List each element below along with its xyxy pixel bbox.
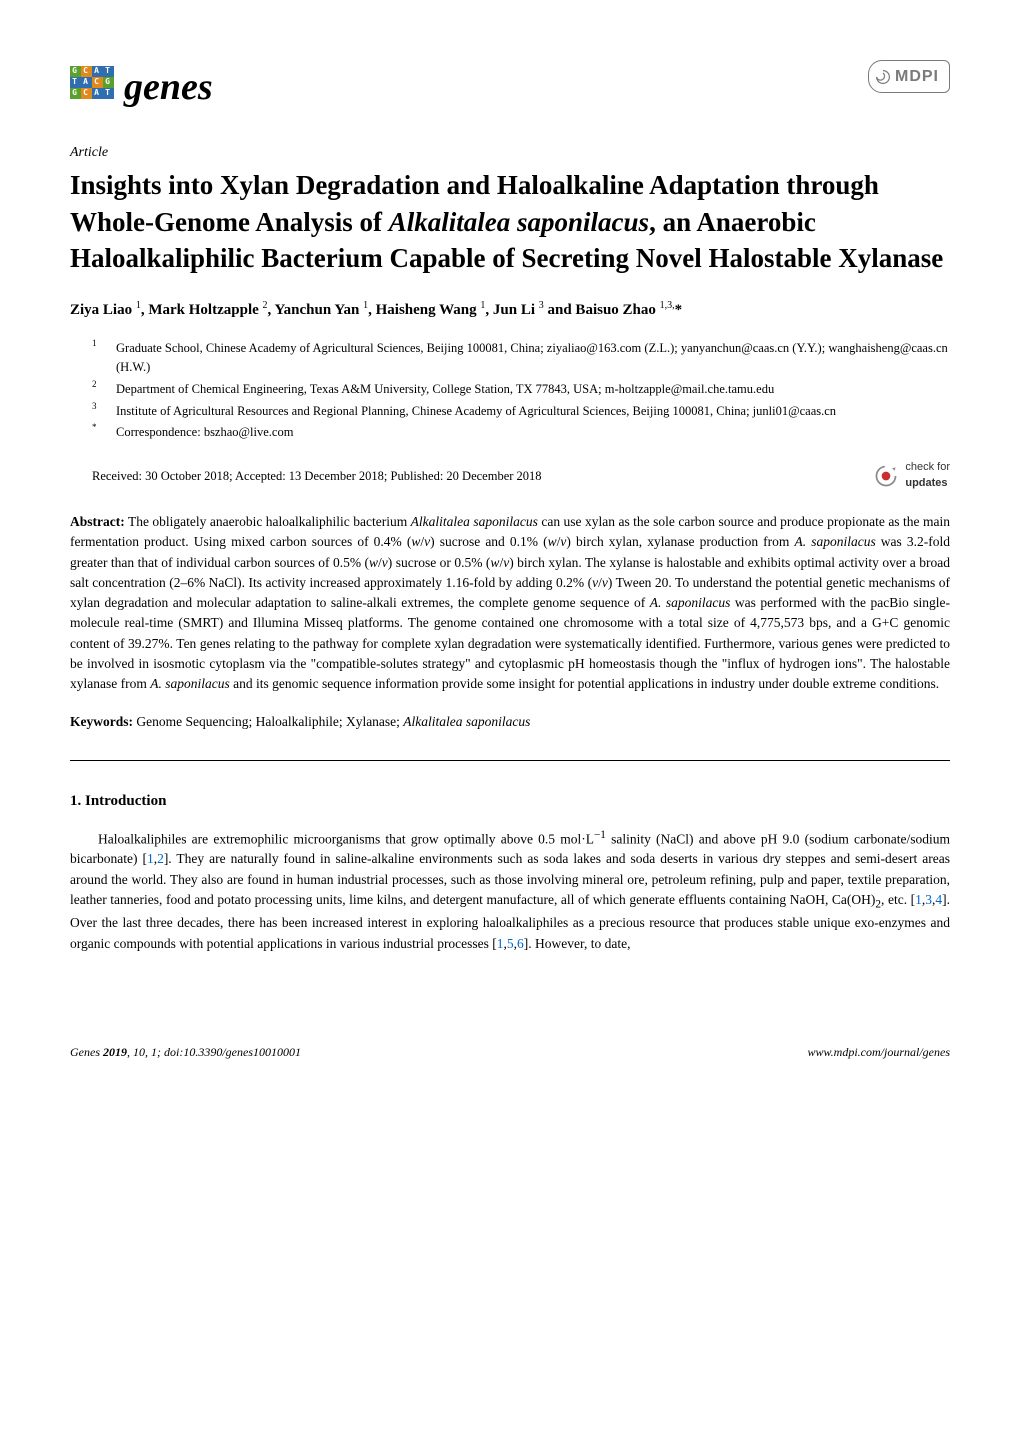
- section-1-heading: 1. Introduction: [70, 791, 950, 813]
- genes-logo-icon: GCATTACGGCAT: [70, 66, 114, 110]
- abstract: Abstract: The obligately anaerobic haloa…: [70, 512, 950, 694]
- header-row: GCATTACGGCAT genes MDPI: [70, 60, 950, 115]
- authors-line: Ziya Liao 1, Mark Holtzapple 2, Yanchun …: [70, 299, 950, 322]
- affiliation-item: 1Graduate School, Chinese Academy of Agr…: [92, 339, 950, 377]
- check-updates-badge[interactable]: check for updates: [873, 460, 950, 492]
- journal-name: genes: [124, 60, 213, 115]
- updates-text: check for updates: [905, 460, 950, 492]
- affiliation-item: 3Institute of Agricultural Resources and…: [92, 402, 950, 421]
- title-species: Alkalitalea saponilacus: [389, 207, 649, 237]
- dates-row: Received: 30 October 2018; Accepted: 13 …: [92, 460, 950, 492]
- article-type: Article: [70, 143, 950, 163]
- keywords: Keywords: Genome Sequencing; Haloalkalip…: [70, 712, 950, 732]
- article-title: Insights into Xylan Degradation and Halo…: [70, 167, 950, 276]
- publisher-name: MDPI: [895, 65, 939, 88]
- section-1-body: Haloalkaliphiles are extremophilic micro…: [70, 827, 950, 954]
- page-footer: Genes 2019, 10, 1; doi:10.3390/genes1001…: [70, 1044, 950, 1061]
- footer-url: www.mdpi.com/journal/genes: [808, 1044, 950, 1061]
- updates-line2: updates: [905, 476, 950, 492]
- footer-journal: Genes: [70, 1045, 100, 1059]
- journal-logo: GCATTACGGCAT genes: [70, 60, 213, 115]
- keywords-body: Genome Sequencing; Haloalkaliphile; Xyla…: [133, 714, 530, 729]
- mdpi-logo: MDPI: [868, 60, 950, 93]
- affiliation-item: 2Department of Chemical Engineering, Tex…: [92, 380, 950, 399]
- mdpi-swirl-icon: [875, 69, 891, 85]
- updates-icon: [873, 463, 899, 489]
- affiliation-item: *Correspondence: bszhao@live.com: [92, 423, 950, 442]
- updates-line1: check for: [905, 460, 950, 476]
- abstract-label: Abstract:: [70, 514, 125, 529]
- abstract-body: The obligately anaerobic haloalkaliphili…: [70, 514, 950, 691]
- affiliations-block: 1Graduate School, Chinese Academy of Agr…: [92, 339, 950, 442]
- section-divider: [70, 760, 950, 761]
- publication-dates: Received: 30 October 2018; Accepted: 13 …: [92, 467, 542, 485]
- keywords-label: Keywords:: [70, 714, 133, 729]
- footer-citation: Genes 2019, 10, 1; doi:10.3390/genes1001…: [70, 1044, 301, 1061]
